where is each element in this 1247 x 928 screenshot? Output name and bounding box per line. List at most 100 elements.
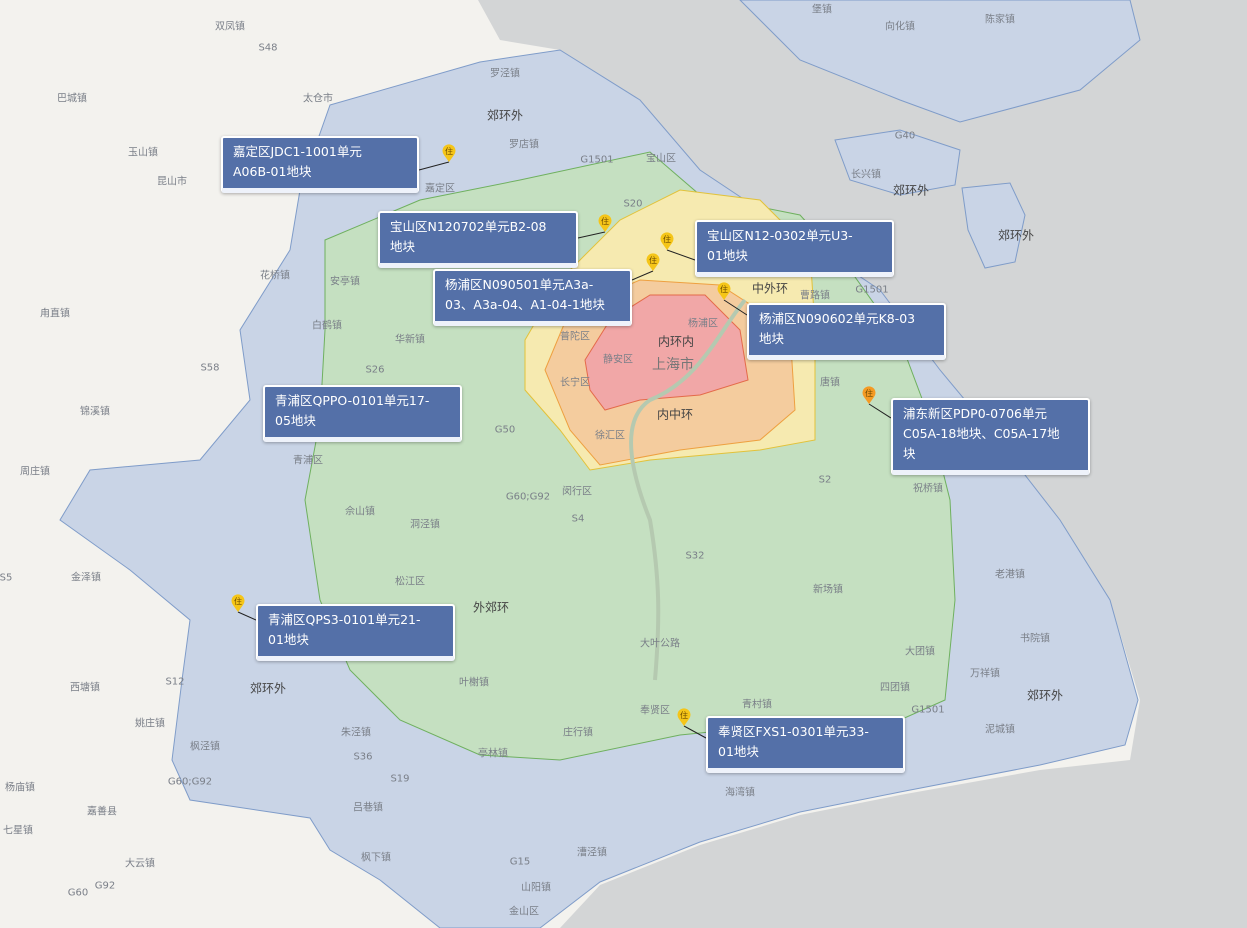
place-label: 书院镇 (1020, 633, 1050, 645)
place-label: 青浦区 (293, 455, 323, 467)
place-label: 静安区 (603, 354, 633, 366)
parcel-callout[interactable]: 青浦区QPPO-0101单元17- 05地块 (263, 385, 462, 442)
pin-glyph: 住 (865, 388, 873, 398)
place-label: 罗泾镇 (490, 68, 520, 80)
zone-label-inmid: 内中环 (656, 407, 694, 422)
place-label: 周庄镇 (20, 466, 50, 478)
leader-line (723, 299, 748, 316)
place-label: 杨庙镇 (5, 782, 35, 794)
place-label: 唐镇 (820, 377, 840, 389)
pin-glyph: 住 (445, 146, 453, 156)
zone-label-inner: 内环内 (657, 334, 695, 349)
place-label: 老港镇 (995, 569, 1025, 581)
place-label: S12 (165, 676, 185, 688)
place-label: 嘉定区 (425, 183, 455, 195)
place-label: 巴城镇 (57, 93, 87, 105)
place-label: S58 (200, 362, 220, 374)
place-label: S20 (623, 198, 643, 210)
place-label: S36 (353, 751, 373, 763)
place-label: 朱泾镇 (341, 727, 371, 739)
zone-label-outer4: 郊环外 (1026, 688, 1064, 703)
parcel-callout[interactable]: 杨浦区N090602单元K8-03 地块 (747, 303, 946, 360)
place-label: S19 (390, 773, 410, 785)
place-label: 叶榭镇 (459, 677, 489, 689)
place-label: 七星镇 (3, 825, 33, 837)
pin-glyph: 住 (649, 255, 657, 265)
parcel-callout[interactable]: 宝山区N120702单元B2-08 地块 (378, 211, 578, 268)
place-label: 向化镇 (885, 21, 915, 33)
place-label: 西塘镇 (70, 682, 100, 694)
place-label: G60;G92 (167, 776, 213, 788)
place-label: S26 (365, 364, 385, 376)
place-label: 大团镇 (905, 646, 935, 658)
place-label: 海湾镇 (725, 787, 755, 799)
place-label: G50 (494, 424, 516, 436)
place-label: 长兴镇 (851, 169, 881, 181)
pin-glyph: 住 (234, 596, 242, 606)
parcel-callout[interactable]: 杨浦区N090501单元A3a- 03、A3a-04、A1-04-1地块 (433, 269, 632, 326)
place-label: 大叶公路 (640, 638, 680, 650)
map-pin-icon[interactable]: 住 (717, 282, 731, 300)
place-label: 白鹤镇 (312, 320, 342, 332)
place-label: 太仓市 (303, 93, 333, 105)
place-label: 吕巷镇 (353, 802, 383, 814)
parcel-callout[interactable]: 浦东新区PDP0-0706单元 C05A-18地块、C05A-17地 块 (891, 398, 1090, 475)
place-label: 甪直镇 (40, 308, 70, 320)
place-label: 锦溪镇 (80, 406, 110, 418)
pin-glyph: 住 (680, 710, 688, 720)
zone-outer-hengsha (961, 182, 1026, 269)
place-label: S2 (818, 474, 832, 486)
place-label: 亭林镇 (478, 748, 508, 760)
zone-label-outer3: 郊环外 (997, 228, 1035, 243)
place-label: G1501 (911, 704, 945, 716)
place-label: 洞泾镇 (410, 519, 440, 531)
map-pin-icon[interactable]: 住 (231, 594, 245, 612)
map-pin-icon[interactable]: 住 (442, 144, 456, 162)
map-pin-icon[interactable]: 住 (862, 386, 876, 404)
pin-glyph: 住 (601, 216, 609, 226)
place-label: 昆山市 (157, 176, 187, 188)
place-label: S5 (0, 572, 13, 584)
place-label: 堡镇 (812, 4, 832, 16)
place-label: 四团镇 (880, 682, 910, 694)
place-label: G15 (509, 856, 531, 868)
zone-outer-chongming (739, 0, 1141, 123)
parcel-callout[interactable]: 奉贤区FXS1-0301单元33- 01地块 (706, 716, 905, 773)
place-label: 漕泾镇 (577, 847, 607, 859)
place-label: 佘山镇 (345, 506, 375, 518)
zone-outer-changxing (834, 129, 961, 196)
map-pin-icon[interactable]: 住 (598, 214, 612, 232)
parcel-callout[interactable]: 宝山区N12-0302单元U3- 01地块 (695, 220, 894, 277)
place-label: G92 (94, 880, 116, 892)
place-label: 万祥镇 (970, 668, 1000, 680)
place-label: 花桥镇 (260, 270, 290, 282)
parcel-callout[interactable]: 青浦区QPS3-0101单元21- 01地块 (256, 604, 455, 661)
leader-line (237, 611, 257, 621)
map-pin-icon[interactable]: 住 (660, 232, 674, 250)
zone-label-outer1: 郊环外 (486, 108, 524, 123)
parcel-callout[interactable]: 嘉定区JDC1-1001单元 A06B-01地块 (221, 136, 419, 193)
place-label: S4 (571, 513, 585, 525)
pin-glyph: 住 (663, 234, 671, 244)
map-pin-icon[interactable]: 住 (646, 253, 660, 271)
city-label: 上海市 (652, 357, 694, 373)
place-label: 双凤镇 (215, 21, 245, 33)
place-label: 嘉善县 (87, 806, 117, 818)
place-label: 山阳镇 (521, 882, 551, 894)
place-label: 金泽镇 (71, 572, 101, 584)
place-label: 庄行镇 (563, 727, 593, 739)
leader-line (683, 725, 707, 739)
place-label: S48 (258, 42, 278, 54)
place-label: G1501 (580, 154, 614, 166)
zone-label-outer2: 郊环外 (892, 183, 930, 198)
leader-line (666, 249, 696, 261)
place-label: 长宁区 (560, 377, 590, 389)
place-label: 普陀区 (560, 331, 590, 343)
place-label: S32 (685, 550, 705, 562)
zone-label-mid: 中外环 (751, 281, 789, 296)
zone-label-outer5: 郊环外 (249, 681, 287, 696)
place-label: 曹路镇 (800, 290, 830, 302)
map-pin-icon[interactable]: 住 (677, 708, 691, 726)
place-label: G60 (67, 887, 89, 899)
place-label: 宝山区 (646, 153, 676, 165)
